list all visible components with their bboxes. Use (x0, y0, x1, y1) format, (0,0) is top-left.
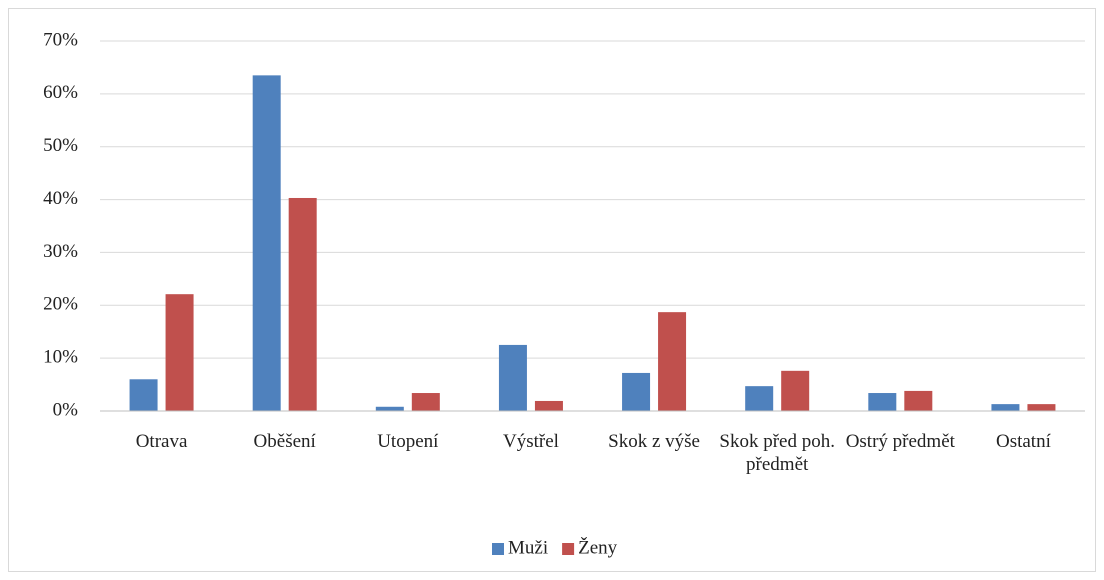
bar (991, 404, 1020, 411)
bar (288, 197, 317, 411)
bar (868, 393, 897, 411)
bar (622, 372, 651, 411)
x-tick-label: Utopení (377, 431, 439, 452)
legend-label: Muži (508, 537, 548, 558)
bar (781, 370, 810, 411)
bar (1027, 404, 1056, 411)
y-tick-label: 40% (43, 188, 78, 209)
bar (411, 393, 440, 411)
y-tick-label: 70% (43, 29, 78, 50)
legend-swatch (562, 543, 575, 555)
bar (375, 406, 404, 411)
legend-label: Ženy (578, 536, 618, 558)
x-tick-label: Ostatní (995, 431, 1051, 452)
y-tick-label: 60% (43, 82, 78, 103)
bar (165, 294, 194, 411)
bar (498, 344, 527, 411)
bar (745, 386, 774, 411)
y-tick-label: 30% (43, 241, 78, 262)
bar (252, 75, 281, 411)
y-tick-label: 0% (53, 399, 79, 420)
bar (658, 312, 687, 411)
x-tick-label: Otrava (135, 431, 188, 452)
x-tick-label: Skok z výše (608, 431, 700, 452)
y-tick-label: 50% (43, 135, 78, 156)
x-tick-label: Výstřel (502, 431, 559, 452)
x-tick-label: Skok před poh. předmět (719, 431, 835, 475)
chart-border (8, 8, 1096, 572)
bar (904, 390, 933, 411)
x-tick-label: Oběšení (253, 431, 316, 452)
bar (534, 400, 563, 411)
y-tick-label: 20% (43, 294, 78, 315)
x-tick-label: Ostrý předmět (845, 431, 955, 452)
y-tick-label: 10% (43, 347, 78, 368)
bar (129, 379, 158, 411)
legend-swatch (492, 543, 504, 555)
